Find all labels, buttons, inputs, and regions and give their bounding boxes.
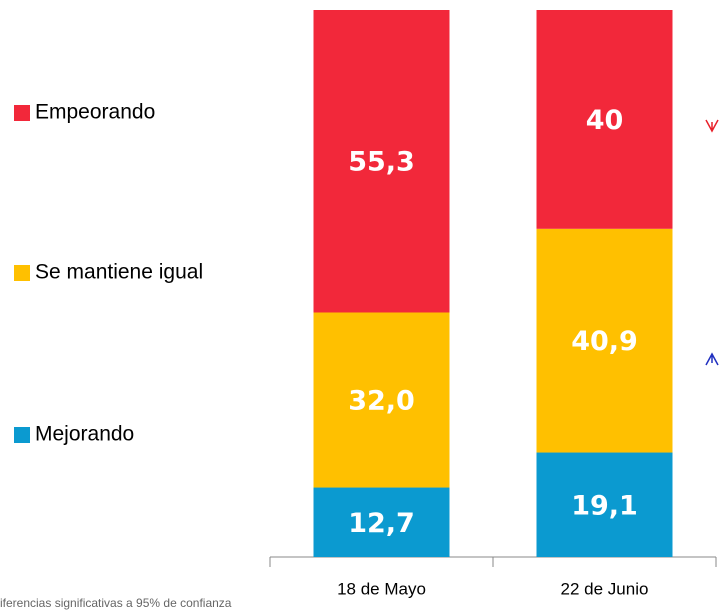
- value-label: 55,3: [348, 147, 415, 178]
- value-label: 32,0: [348, 386, 415, 417]
- value-label: 40,9: [571, 326, 638, 357]
- bar-segment: [313, 10, 450, 313]
- bar-segment: [536, 452, 673, 557]
- legend-label: Mejorando: [35, 423, 134, 446]
- footnote: iferencias significativas a 95% de confi…: [0, 596, 232, 610]
- bar-segment: [313, 487, 450, 557]
- value-label: 19,1: [571, 490, 638, 521]
- bar-segment: [313, 312, 450, 488]
- x-tick-label: 18 de Mayo: [337, 579, 426, 598]
- bar-segment: [536, 10, 673, 229]
- legend-swatch: [14, 105, 30, 121]
- legend-swatch: [14, 427, 30, 443]
- significance-up: [705, 352, 719, 366]
- legend-label: Empeorando: [35, 101, 155, 124]
- bar-segment: [536, 228, 673, 453]
- legend-label: Se mantiene igual: [35, 261, 203, 284]
- x-tick-label: 22 de Junio: [561, 579, 649, 598]
- value-label: 12,7: [348, 508, 415, 539]
- legend-swatch: [14, 265, 30, 281]
- significance-down: [705, 119, 719, 133]
- value-label: 40: [586, 105, 624, 136]
